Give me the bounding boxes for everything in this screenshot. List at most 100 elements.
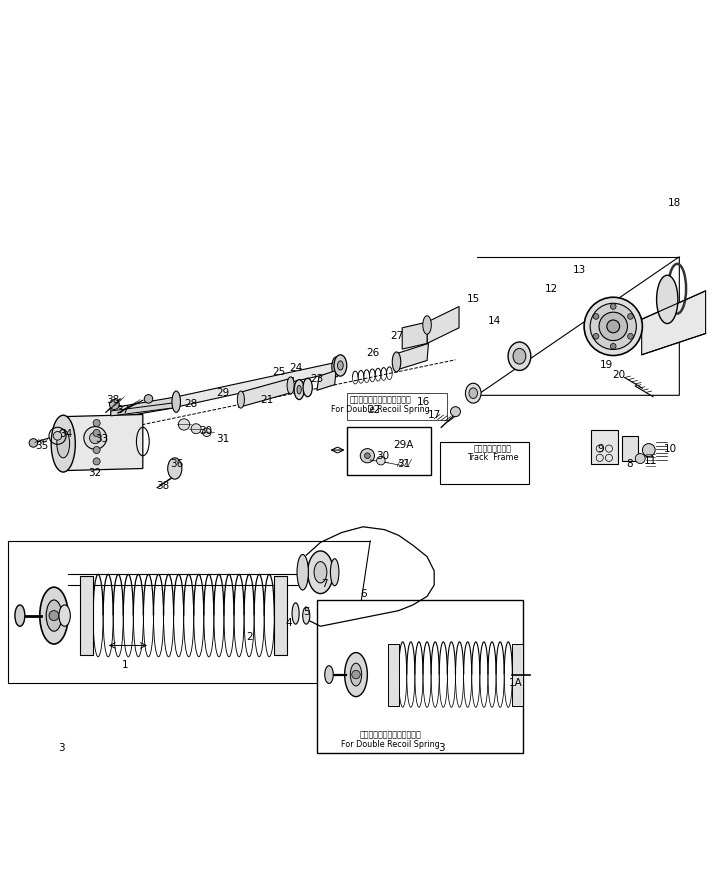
Text: 7: 7 [320, 578, 328, 589]
Circle shape [610, 343, 616, 349]
Polygon shape [513, 644, 523, 706]
Text: 24: 24 [289, 363, 302, 374]
Text: 30: 30 [376, 450, 389, 461]
Text: 3: 3 [58, 743, 64, 753]
Ellipse shape [292, 603, 299, 624]
Text: 31: 31 [216, 434, 229, 443]
Ellipse shape [607, 320, 619, 333]
Circle shape [202, 428, 211, 436]
Text: 36: 36 [170, 459, 184, 469]
Polygon shape [174, 362, 338, 407]
Text: 14: 14 [488, 316, 501, 326]
Text: 5: 5 [303, 607, 310, 617]
Ellipse shape [584, 298, 642, 356]
Circle shape [352, 670, 360, 679]
Polygon shape [427, 306, 459, 343]
Text: 6: 6 [360, 589, 367, 600]
Text: Track  Frame: Track Frame [466, 453, 518, 463]
Text: For Double Recoil Spring: For Double Recoil Spring [341, 740, 439, 749]
Text: 29A: 29A [394, 440, 414, 450]
Bar [590, 430, 617, 464]
Polygon shape [402, 322, 427, 349]
Ellipse shape [332, 357, 340, 377]
Text: 13: 13 [573, 265, 587, 275]
Circle shape [642, 443, 655, 457]
Circle shape [451, 407, 461, 417]
Text: トラックフレーム: トラックフレーム [473, 444, 511, 453]
Ellipse shape [40, 587, 68, 644]
Text: 4: 4 [286, 618, 292, 628]
Ellipse shape [172, 391, 180, 412]
Text: 18: 18 [668, 199, 681, 208]
Ellipse shape [590, 303, 637, 350]
Text: 16: 16 [417, 396, 430, 407]
Polygon shape [395, 343, 429, 371]
Ellipse shape [168, 458, 182, 479]
Ellipse shape [308, 551, 333, 593]
Ellipse shape [51, 415, 75, 472]
Circle shape [93, 447, 100, 454]
Polygon shape [317, 371, 336, 390]
Bar [440, 442, 529, 484]
Text: 38: 38 [106, 396, 120, 405]
Circle shape [377, 457, 385, 465]
Ellipse shape [466, 383, 481, 404]
Text: 12: 12 [545, 283, 558, 294]
Circle shape [110, 400, 120, 410]
Ellipse shape [337, 361, 343, 370]
Text: 37: 37 [116, 405, 130, 415]
Ellipse shape [334, 355, 347, 376]
Ellipse shape [330, 559, 339, 585]
Text: For Double Recoil Spring: For Double Recoil Spring [332, 405, 430, 414]
Polygon shape [111, 403, 177, 416]
Circle shape [145, 395, 153, 404]
Circle shape [593, 334, 599, 339]
Ellipse shape [303, 378, 313, 396]
Circle shape [635, 454, 645, 464]
Circle shape [610, 304, 616, 309]
Ellipse shape [59, 605, 70, 626]
Circle shape [593, 313, 599, 320]
Ellipse shape [392, 352, 401, 372]
Circle shape [90, 433, 101, 443]
Text: 20: 20 [612, 370, 625, 380]
Ellipse shape [303, 608, 310, 624]
Text: 38: 38 [156, 480, 169, 491]
Text: 33: 33 [95, 434, 108, 443]
Text: 21: 21 [261, 396, 274, 405]
Ellipse shape [469, 388, 478, 398]
Circle shape [93, 458, 100, 465]
Ellipse shape [350, 663, 362, 686]
Text: 2: 2 [246, 632, 253, 642]
Text: 10: 10 [664, 443, 676, 454]
Text: ダブルリコイルスプリング用: ダブルリコイルスプリング用 [360, 730, 421, 739]
Ellipse shape [599, 313, 627, 341]
Ellipse shape [325, 666, 333, 683]
Ellipse shape [46, 600, 62, 631]
Text: 1A: 1A [509, 678, 523, 688]
Text: 19: 19 [600, 359, 613, 370]
Text: 25: 25 [273, 366, 286, 377]
Ellipse shape [423, 316, 431, 334]
Polygon shape [477, 257, 679, 396]
Polygon shape [239, 378, 293, 407]
Polygon shape [642, 291, 706, 355]
Polygon shape [111, 396, 177, 419]
Text: 11: 11 [644, 456, 657, 465]
Text: 9: 9 [598, 443, 604, 454]
Ellipse shape [294, 380, 304, 400]
Bar [347, 393, 447, 420]
Text: 26: 26 [367, 349, 379, 358]
Circle shape [29, 439, 38, 447]
Polygon shape [274, 577, 287, 655]
Circle shape [84, 426, 107, 449]
Circle shape [49, 611, 59, 621]
Circle shape [365, 453, 370, 458]
Text: 30: 30 [199, 426, 212, 436]
Circle shape [360, 449, 375, 463]
Circle shape [93, 419, 100, 426]
Text: 34: 34 [59, 429, 73, 440]
Ellipse shape [314, 562, 327, 583]
Text: 17: 17 [427, 411, 441, 420]
Text: 8: 8 [627, 459, 633, 469]
